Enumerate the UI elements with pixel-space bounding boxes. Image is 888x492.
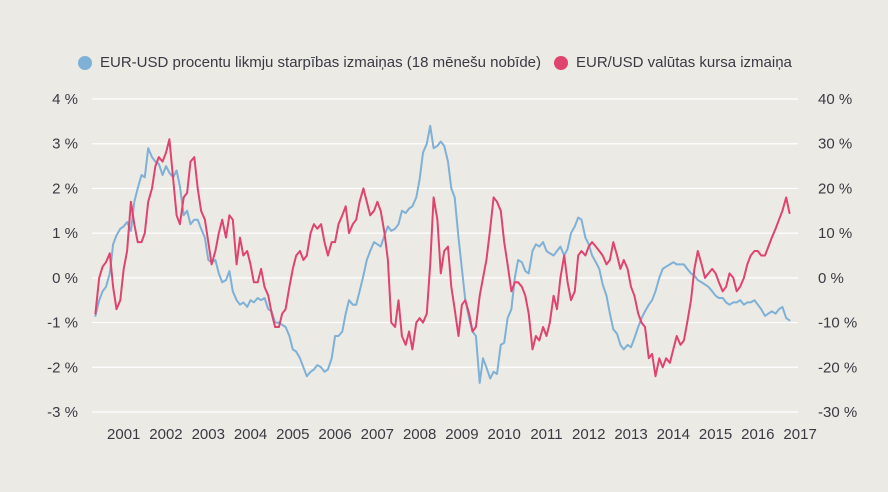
series-line-rate-spread: [94, 124, 791, 384]
right-y-tick-label: 40 %: [818, 91, 852, 108]
grid-lines: [92, 98, 798, 413]
x-tick-label: 2003: [192, 426, 225, 443]
x-tick-label: 2012: [572, 426, 605, 443]
legend-item-fx-change: EUR/USD valūtas kursa izmaiņa: [554, 54, 792, 71]
right-y-tick-label: 20 %: [818, 180, 852, 197]
legend-marker-fx-change: [554, 55, 568, 70]
x-tick-label: 2007: [361, 426, 394, 443]
left-y-tick-label: 0 %: [52, 270, 78, 287]
x-tick-label: 2009: [445, 426, 478, 443]
left-y-tick-label: -3 %: [47, 404, 78, 421]
right-y-tick-label: -30 %: [818, 404, 857, 421]
legend-label-fx-change: EUR/USD valūtas kursa izmaiņa: [576, 54, 792, 71]
series-layer: [94, 124, 791, 384]
x-tick-label: 2008: [403, 426, 436, 443]
left-y-axis: 4 % 3 % 2 % 1 % 0 % -1 % -2 % -3 %: [47, 91, 78, 421]
legend-label-rate-spread: EUR-USD procentu likmju starpības izmaiņ…: [100, 54, 542, 71]
left-y-tick-label: 2 %: [52, 180, 78, 197]
x-tick-label: 2013: [614, 426, 647, 443]
x-tick-label: 2011: [530, 426, 562, 443]
x-tick-label: 2004: [234, 426, 267, 443]
x-tick-label: 2005: [276, 426, 309, 443]
left-y-tick-label: 4 %: [52, 91, 78, 108]
x-tick-label: 2002: [149, 426, 182, 443]
x-tick-label: 2001: [107, 426, 140, 443]
x-tick-label: 2010: [487, 426, 520, 443]
x-tick-label: 2015: [699, 426, 732, 443]
right-y-axis: 40 % 30 % 20 % 10 % 0 % -10 % -20 % -30 %: [818, 91, 857, 421]
x-tick-label: 2017: [783, 426, 816, 443]
right-y-tick-label: 30 %: [818, 136, 852, 153]
series-line-fx-change: [94, 138, 791, 378]
chart-legend: EUR-USD procentu likmju starpības izmaiņ…: [78, 54, 868, 78]
x-tick-label: 2016: [741, 426, 774, 443]
x-tick-label: 2014: [657, 426, 690, 443]
left-y-tick-label: -2 %: [47, 359, 78, 376]
right-y-tick-label: 10 %: [818, 225, 852, 242]
x-axis: 2001 2002 2003 2004 2005 2006 2007 2008 2009 2010…: [107, 426, 817, 443]
right-y-tick-label: 0 %: [818, 270, 844, 287]
right-y-tick-label: -20 %: [818, 359, 857, 376]
left-y-tick-label: -1 %: [47, 315, 78, 332]
left-y-tick-label: 1 %: [52, 225, 78, 242]
legend-marker-rate-spread: [78, 55, 92, 70]
legend-item-rate-spread: EUR-USD procentu likmju starpības izmaiņ…: [78, 54, 541, 71]
right-y-tick-label: -10 %: [818, 315, 857, 332]
left-y-tick-label: 3 %: [52, 136, 78, 153]
x-tick-label: 2006: [318, 426, 351, 443]
